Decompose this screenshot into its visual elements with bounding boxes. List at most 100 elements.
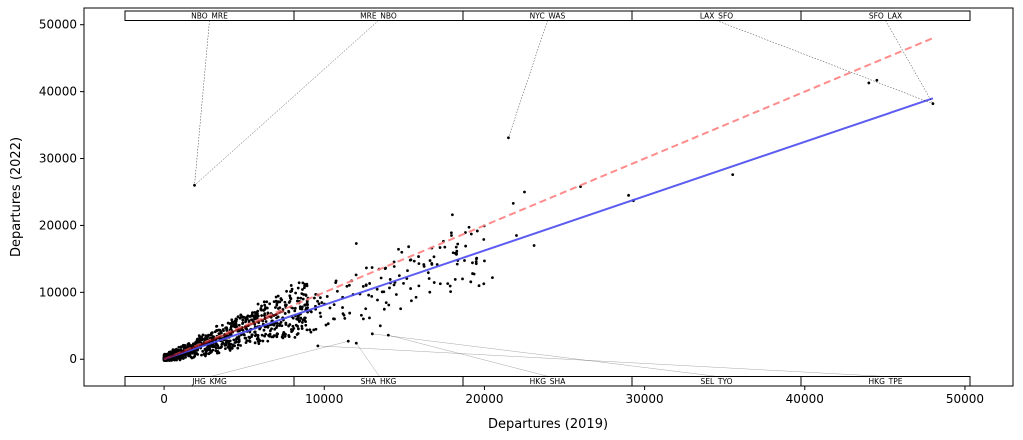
data-point <box>192 355 196 359</box>
data-point <box>256 302 260 306</box>
data-point <box>241 318 245 322</box>
data-point <box>280 324 284 328</box>
data-point <box>412 259 416 263</box>
top-route-label: SFO_LAX <box>869 12 902 21</box>
data-point <box>280 335 284 339</box>
data-point <box>199 338 203 342</box>
x-tick-label: 50000 <box>946 392 984 406</box>
data-point <box>232 338 236 342</box>
x-tick-label: 30000 <box>626 392 664 406</box>
data-point <box>296 286 300 290</box>
data-point <box>408 258 412 262</box>
data-point <box>426 271 430 275</box>
data-point <box>236 346 240 350</box>
data-point <box>235 336 239 340</box>
data-point <box>187 344 191 348</box>
data-point <box>282 331 286 335</box>
data-point <box>216 344 220 348</box>
data-point <box>228 322 232 326</box>
top-route-label: NBO_MRE <box>191 12 228 21</box>
data-point <box>164 354 168 358</box>
bottom-route-label: HKG_SHA <box>530 377 567 386</box>
data-point <box>515 234 518 237</box>
data-point <box>397 247 400 251</box>
equality-line <box>163 37 934 361</box>
data-point <box>188 352 192 356</box>
data-point <box>304 293 308 297</box>
data-point <box>301 281 305 285</box>
data-point <box>260 308 263 312</box>
data-point <box>254 313 258 317</box>
x-tick-label: 0 <box>160 392 168 406</box>
data-point <box>258 327 262 331</box>
data-point <box>197 334 201 338</box>
data-point <box>303 303 307 307</box>
data-point <box>304 323 308 327</box>
data-point <box>234 340 238 344</box>
data-point <box>221 323 224 327</box>
data-point <box>361 317 365 321</box>
data-point <box>388 286 391 290</box>
data-point <box>288 294 292 298</box>
data-point <box>386 333 390 337</box>
data-point <box>272 300 276 304</box>
y-tick-label: 30000 <box>39 152 77 166</box>
data-point <box>309 330 313 334</box>
data-point <box>271 323 274 326</box>
data-point <box>383 267 387 271</box>
data-point <box>428 259 432 262</box>
data-point <box>245 317 249 320</box>
leader-line <box>210 340 349 377</box>
data-point <box>237 323 241 327</box>
data-point <box>264 320 268 323</box>
data-point <box>253 341 257 345</box>
data-point <box>348 311 352 315</box>
data-point <box>263 334 266 338</box>
data-point <box>443 245 447 249</box>
data-point <box>361 284 365 288</box>
data-point <box>304 320 307 323</box>
data-point <box>306 306 309 310</box>
data-point <box>325 295 329 298</box>
data-point <box>449 290 453 294</box>
data-point <box>256 309 260 313</box>
data-point <box>319 315 323 319</box>
data-point <box>289 290 292 294</box>
data-point <box>370 294 374 298</box>
data-point <box>194 341 197 345</box>
data-point <box>250 333 254 337</box>
data-point <box>300 292 304 296</box>
data-point <box>200 353 203 357</box>
data-point <box>228 347 231 351</box>
data-point <box>382 290 386 294</box>
leader-line <box>885 20 934 104</box>
data-point <box>260 304 263 308</box>
data-point <box>242 315 246 319</box>
data-point <box>215 324 218 328</box>
data-point <box>532 244 536 247</box>
data-point <box>289 297 293 301</box>
data-point <box>287 309 291 313</box>
data-point <box>173 351 176 355</box>
data-point <box>251 311 254 315</box>
data-point <box>275 303 279 307</box>
data-point <box>477 284 481 288</box>
data-point <box>406 269 409 273</box>
data-point <box>210 349 214 353</box>
data-point <box>234 321 238 325</box>
data-point <box>435 263 439 266</box>
data-point <box>196 353 200 356</box>
data-point <box>236 315 240 319</box>
data-point <box>464 244 468 248</box>
data-point <box>171 348 175 352</box>
leader-line <box>716 20 934 104</box>
data-point <box>283 335 287 338</box>
data-point <box>279 320 283 324</box>
data-point <box>343 316 347 320</box>
data-point <box>294 291 298 295</box>
x-axis-label: Departures (2019) <box>488 417 608 432</box>
data-point <box>299 296 303 300</box>
data-point <box>417 284 421 288</box>
data-point <box>305 328 309 332</box>
